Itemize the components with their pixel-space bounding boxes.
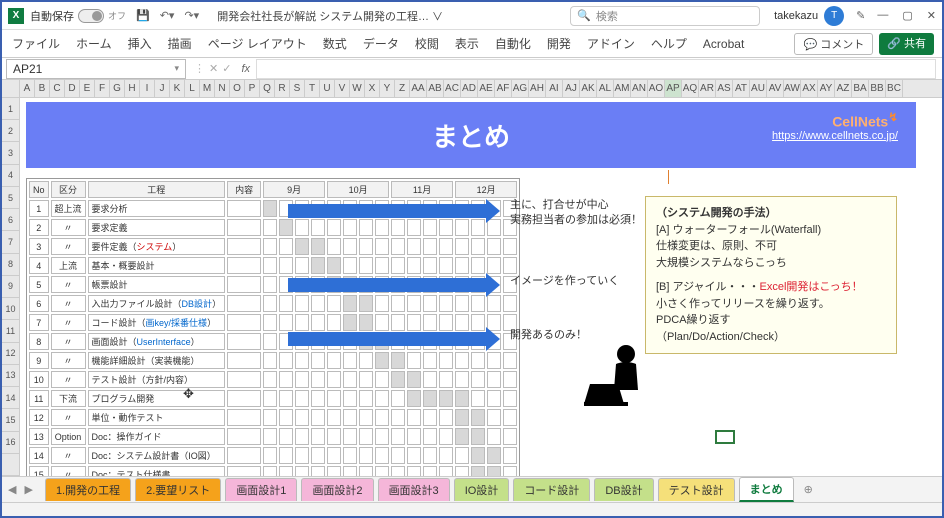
autosave-toggle[interactable]: 自動保存 オフ <box>30 8 126 24</box>
sheet-tab[interactable]: 画面設計3 <box>378 478 450 501</box>
formula-input[interactable] <box>256 59 936 79</box>
banner-title: まとめ <box>432 117 510 154</box>
search-input[interactable]: 🔍 検索 <box>570 6 760 26</box>
avatar: T <box>824 6 844 26</box>
tab-automate[interactable]: 自動化 <box>495 35 531 52</box>
minimize-icon[interactable]: — <box>877 9 888 22</box>
row-headers[interactable]: 12345678910111213141516 <box>2 98 20 476</box>
maximize-icon[interactable]: ▢ <box>902 9 912 22</box>
annotation-text: イメージを作っていく <box>510 274 619 289</box>
sheet-tab[interactable]: まとめ <box>739 477 794 502</box>
sheet-tab[interactable]: 2.要望リスト <box>135 478 221 501</box>
tab-dev[interactable]: 開発 <box>547 35 571 52</box>
sheet-tab[interactable]: DB設計 <box>594 478 653 501</box>
arrow-icon <box>288 204 488 218</box>
enter-icon[interactable]: ✓ <box>222 62 231 75</box>
annotation-text: 主に、打合せが中心実務担当者の参加は必須！ <box>510 198 642 228</box>
comment-button[interactable]: 💬 コメント <box>794 33 873 55</box>
tab-layout[interactable]: ページ レイアウト <box>208 35 307 52</box>
brand-url[interactable]: https://www.cellnets.co.jp/ <box>772 130 898 142</box>
undo-icon[interactable]: ↶▾ <box>160 9 175 22</box>
search-icon: 🔍 <box>577 9 591 22</box>
sheet-tab[interactable]: コード設計 <box>513 478 590 501</box>
toggle-icon[interactable] <box>78 9 104 23</box>
sheet-tab[interactable]: IO設計 <box>454 478 510 501</box>
method-callout: （システム開発の手法） [A] ウォーターフォール(Waterfall) 仕様変… <box>645 196 897 354</box>
fx-icon[interactable]: fx <box>241 63 250 75</box>
active-cell-indicator <box>715 430 735 444</box>
gantt-table: No区分工程内容9月10月11月12月1超上流要求分析2〃要求定義3〃要件定義（… <box>26 178 520 476</box>
person-laptop-icon <box>580 342 660 412</box>
column-headers[interactable]: ABCDEFGHIJKLMNOPQRSTUVWXYZAAABACADAEAFAG… <box>2 80 942 98</box>
pen-icon[interactable]: ✎ <box>856 9 865 22</box>
sheet-tab[interactable]: 1.開発の工程 <box>45 478 131 501</box>
ribbon-tabs: ファイル ホーム 挿入 描画 ページ レイアウト 数式 データ 校閲 表示 自動… <box>2 30 942 58</box>
name-box[interactable]: AP21▾ <box>6 59 186 79</box>
document-title[interactable]: 開発会社社長が解説 システム開発の工程… ∨ <box>217 8 443 24</box>
tab-formula[interactable]: 数式 <box>323 35 347 52</box>
tab-addin[interactable]: アドイン <box>587 35 635 52</box>
arrow-icon <box>288 332 488 346</box>
share-button[interactable]: 🔗 共有 <box>879 33 934 55</box>
brand-block: CellNets↯ https://www.cellnets.co.jp/ <box>772 110 898 142</box>
window-controls: — ▢ ✕ <box>877 9 936 22</box>
tab-view[interactable]: 表示 <box>455 35 479 52</box>
quick-access-toolbar: 💾 ↶▾ ↷▾ <box>136 9 199 22</box>
sheet-tabs: ◀▶ 1.開発の工程2.要望リスト画面設計1画面設計2画面設計3IO設計コード設… <box>2 476 942 502</box>
tab-help[interactable]: ヘルプ <box>651 35 687 52</box>
worksheet[interactable]: まとめ CellNets↯ https://www.cellnets.co.jp… <box>20 98 942 476</box>
sheet-nav[interactable]: ◀▶ <box>8 483 33 496</box>
annotation-text: 開発あるのみ！ <box>510 328 587 343</box>
excel-icon: X <box>8 8 24 24</box>
tab-draw[interactable]: 描画 <box>168 35 192 52</box>
close-icon[interactable]: ✕ <box>927 9 936 22</box>
add-sheet-icon[interactable]: ⊕ <box>804 483 813 496</box>
user-account[interactable]: takekazu T <box>774 6 844 26</box>
sheet-tab[interactable]: 画面設計2 <box>301 478 373 501</box>
callout-pointer <box>668 170 669 184</box>
brand-logo: CellNets↯ <box>772 110 898 130</box>
tab-file[interactable]: ファイル <box>12 35 60 52</box>
sheet-tab[interactable]: テスト設計 <box>658 478 735 501</box>
arrow-icon <box>288 278 488 292</box>
tab-home[interactable]: ホーム <box>76 35 112 52</box>
cancel-icon[interactable]: ✕ <box>209 62 218 75</box>
tab-insert[interactable]: 挿入 <box>128 35 152 52</box>
status-bar <box>2 502 942 516</box>
redo-icon[interactable]: ↷▾ <box>184 9 199 22</box>
formula-bar: AP21▾ ⋮ ✕ ✓ fx <box>2 58 942 80</box>
tab-review[interactable]: 校閲 <box>415 35 439 52</box>
move-cursor-icon: ✥ <box>183 386 194 402</box>
sheet-tab[interactable]: 画面設計1 <box>225 478 297 501</box>
tab-acrobat[interactable]: Acrobat <box>703 37 744 51</box>
title-banner: まとめ CellNets↯ https://www.cellnets.co.jp… <box>26 102 916 168</box>
save-icon[interactable]: 💾 <box>136 9 150 22</box>
title-bar: X 自動保存 オフ 💾 ↶▾ ↷▾ 開発会社社長が解説 システム開発の工程… ∨… <box>2 2 942 30</box>
tab-data[interactable]: データ <box>363 35 399 52</box>
